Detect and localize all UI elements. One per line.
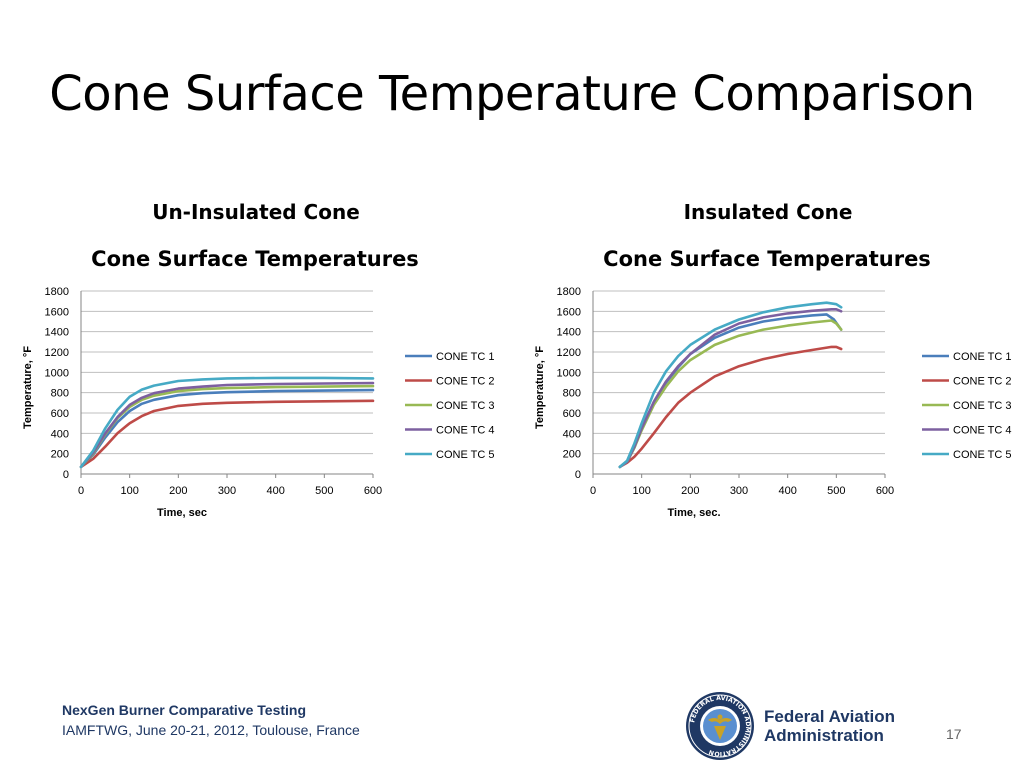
slide-title: Cone Surface Temperature Comparison (49, 66, 975, 122)
legend-label-tc3: CONE TC 3 (953, 400, 1011, 412)
agency-line-2: Administration (764, 726, 884, 745)
y-tick-label: 1200 (557, 347, 581, 359)
y-tick-label: 200 (563, 449, 581, 461)
x-tick-label: 500 (315, 485, 333, 497)
legend-label-tc2: CONE TC 2 (953, 376, 1011, 388)
y-tick-label: 0 (63, 469, 69, 481)
x-tick-label: 100 (632, 485, 650, 497)
y-tick-label: 1600 (557, 306, 581, 318)
series-line-tc2 (79, 399, 375, 469)
insulated-chart: Cone Surface Temperatures 0 200 400 600 800 10… (534, 247, 1011, 519)
chart-title: Cone Surface Temperatures (603, 247, 931, 271)
x-tick-label: 600 (876, 485, 894, 497)
legend-label-tc4: CONE TC 4 (953, 425, 1011, 437)
y-tick-label: 600 (563, 408, 581, 420)
x-tick-label: 300 (218, 485, 236, 497)
x-tick-label: 100 (120, 485, 138, 497)
chart-title: Cone Surface Temperatures (91, 247, 419, 271)
series-line-tc4 (79, 381, 375, 469)
x-tick-label: 200 (169, 485, 187, 497)
x-tick-label: 500 (827, 485, 845, 497)
y-tick-label: 1400 (557, 327, 581, 339)
y-tick-label: 200 (51, 449, 69, 461)
y-tick-label: 1800 (45, 286, 69, 298)
y-tick-label: 1000 (557, 367, 581, 379)
uninsulated-chart: Cone Surface Temperatures 0 200 400 600 800 10… (22, 247, 494, 519)
series-line-tc1 (618, 313, 843, 469)
right-panel-heading: Insulated Cone (683, 200, 853, 224)
legend-label-tc5: CONE TC 5 (436, 449, 494, 461)
x-tick-label: 400 (266, 485, 284, 497)
x-tick-label: 0 (78, 485, 84, 497)
y-tick-label: 800 (51, 388, 69, 400)
y-tick-label: 400 (563, 428, 581, 440)
x-tick-label: 600 (364, 485, 382, 497)
x-axis-label: Time, sec. (668, 507, 721, 519)
y-tick-label: 400 (51, 428, 69, 440)
series-line-tc5 (618, 301, 843, 469)
legend-label-tc4: CONE TC 4 (436, 425, 494, 437)
legend-label-tc2: CONE TC 2 (436, 376, 494, 388)
footer-subtitle: IAMFTWG, June 20-21, 2012, Toulouse, Fra… (62, 722, 360, 738)
x-axis-label: Time, sec (157, 507, 207, 519)
series-line-tc1 (79, 388, 375, 469)
y-tick-label: 1600 (45, 306, 69, 318)
x-tick-label: 400 (778, 485, 796, 497)
x-tick-label: 200 (681, 485, 699, 497)
page-number: 17 (946, 726, 962, 742)
left-panel-heading: Un-Insulated Cone (152, 200, 360, 224)
footer-title: NexGen Burner Comparative Testing (62, 702, 307, 718)
x-tick-label: 300 (730, 485, 748, 497)
legend-label-tc1: CONE TC 1 (953, 351, 1011, 363)
agency-name: Federal Aviation Administration (764, 707, 895, 745)
y-tick-label: 800 (563, 388, 581, 400)
agency-line-1: Federal Aviation (764, 707, 895, 726)
legend-label-tc5: CONE TC 5 (953, 449, 1011, 461)
y-tick-label: 1400 (45, 327, 69, 339)
x-tick-label: 0 (590, 485, 596, 497)
legend-label-tc1: CONE TC 1 (436, 351, 494, 363)
y-tick-label: 1800 (557, 286, 581, 298)
series-line-tc2 (618, 345, 843, 469)
y-axis-label: Temperature, °F (22, 346, 34, 429)
y-tick-label: 1200 (45, 347, 69, 359)
y-axis-label: Temperature, °F (534, 346, 546, 429)
y-tick-label: 1000 (45, 367, 69, 379)
faa-seal-logo: FEDERAL AVIATION ADMINISTRATION (686, 692, 754, 760)
series-line-tc5 (79, 376, 375, 469)
y-tick-label: 600 (51, 408, 69, 420)
legend-label-tc3: CONE TC 3 (436, 400, 494, 412)
y-tick-label: 0 (575, 469, 581, 481)
series-line-tc4 (618, 308, 843, 469)
